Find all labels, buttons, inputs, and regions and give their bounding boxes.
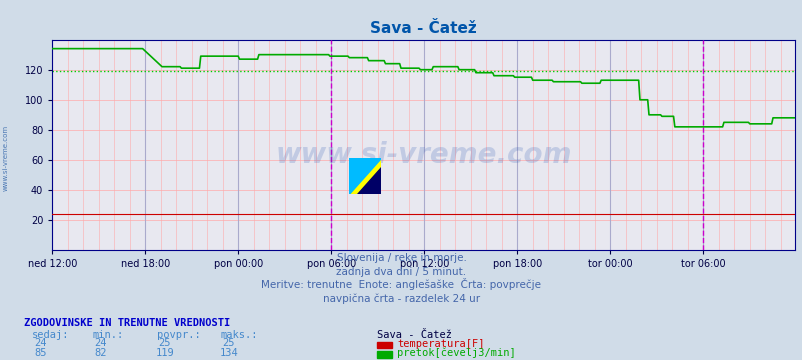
Text: 25: 25	[158, 338, 171, 348]
Polygon shape	[357, 167, 381, 194]
Title: Sava - Čatež: Sava - Čatež	[370, 21, 476, 36]
Text: sedaj:: sedaj:	[32, 330, 70, 340]
Polygon shape	[349, 158, 381, 194]
Text: 119: 119	[155, 348, 174, 358]
Text: 25: 25	[222, 338, 235, 348]
Text: navpična črta - razdelek 24 ur: navpična črta - razdelek 24 ur	[322, 293, 480, 304]
Text: 24: 24	[34, 338, 47, 348]
Text: povpr.:: povpr.:	[156, 330, 200, 340]
Text: maks.:: maks.:	[221, 330, 258, 340]
Text: 82: 82	[94, 348, 107, 358]
Text: Meritve: trenutne  Enote: anglešaške  Črta: povprečje: Meritve: trenutne Enote: anglešaške Črta…	[261, 278, 541, 291]
Text: 85: 85	[34, 348, 47, 358]
Text: www.si-vreme.com: www.si-vreme.com	[2, 125, 9, 192]
Text: temperatura[F]: temperatura[F]	[397, 339, 484, 349]
Text: ZGODOVINSKE IN TRENUTNE VREDNOSTI: ZGODOVINSKE IN TRENUTNE VREDNOSTI	[24, 318, 230, 328]
Text: 134: 134	[219, 348, 238, 358]
Text: pretok[čevelj3/min]: pretok[čevelj3/min]	[397, 348, 516, 359]
Text: Sava - Čatež: Sava - Čatež	[377, 330, 452, 340]
Text: zadnja dva dni / 5 minut.: zadnja dva dni / 5 minut.	[336, 267, 466, 277]
Text: Slovenija / reke in morje.: Slovenija / reke in morje.	[336, 253, 466, 263]
Polygon shape	[349, 158, 381, 194]
Text: min.:: min.:	[92, 330, 124, 340]
Text: 24: 24	[94, 338, 107, 348]
Text: www.si-vreme.com: www.si-vreme.com	[275, 141, 571, 170]
